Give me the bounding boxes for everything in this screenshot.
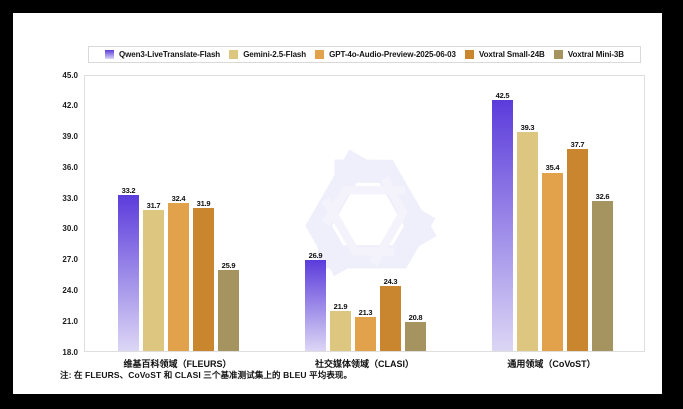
bar: [218, 269, 239, 351]
bar: [542, 172, 563, 351]
y-axis-tick: 30.0: [62, 224, 78, 234]
y-axis-tick: 33.0: [62, 193, 78, 203]
x-axis-category-label: 社交媒体领域（CLASI）: [314, 359, 414, 369]
legend-item-1: Gemini-2.5-Flash: [229, 50, 306, 59]
bar-value-label: 31.7: [146, 201, 161, 211]
legend-label: GPT-4o-Audio-Preview-2025-06-03: [329, 50, 456, 59]
bar: [330, 311, 351, 351]
y-axis-tick: 27.0: [62, 255, 78, 265]
y-axis-tick: 24.0: [62, 285, 78, 295]
legend-swatch-icon: [464, 50, 474, 59]
legend-label: Voxtral Mini-3B: [567, 50, 624, 59]
bar-value-label: 32.6: [595, 192, 610, 202]
y-axis-tick: 39.0: [62, 132, 78, 142]
bar-value-label: 24.3: [383, 277, 398, 287]
bar: [380, 286, 401, 351]
bar: [355, 317, 376, 351]
legend-swatch-icon: [553, 50, 563, 59]
legend: Qwen3-LiveTranslate-Flash Gemini-2.5-Flas…: [88, 46, 641, 63]
y-axis-tick: 36.0: [62, 162, 78, 172]
legend-swatch-icon: [105, 50, 114, 59]
bar-value-label: 20.8: [408, 313, 423, 323]
bar: [193, 208, 214, 351]
plot-wrap: 33.2 31.7 32.4 31.9 25.9 26.9 21.9 21.3 24.3 20.8…: [13, 13, 662, 394]
y-axis-tick: 45.0: [62, 70, 78, 80]
bar-value-label: 25.9: [221, 260, 236, 270]
bar-value-label: 39.3: [520, 123, 535, 133]
bar-value-label: 33.2: [121, 186, 136, 196]
x-axis-category-label: 维基百科领域（FLEURS）: [123, 359, 232, 369]
legend-item-4: Voxtral Mini-3B: [553, 50, 624, 59]
legend-label: Gemini-2.5-Flash: [243, 50, 307, 59]
y-axis-tick: 42.0: [62, 101, 78, 111]
footnote: 注: 在 FLEURS、CoVoST 和 CLASI 三个基准测试集上的 BLE…: [60, 370, 353, 380]
plot-area: 33.2 31.7 32.4 31.9 25.9 26.9 21.9 21.3 24.3 20.8…: [84, 75, 645, 352]
bar: [517, 132, 538, 351]
y-axis-tick: 18.0: [62, 347, 78, 357]
bar-value-label: 32.4: [171, 194, 186, 204]
bar: [168, 203, 189, 351]
legend-swatch-icon: [315, 50, 325, 59]
chart-canvas: Qwen3-LiveTranslate-Flash Gemini-2.5-Flas…: [13, 13, 662, 394]
bar-value-label: 42.5: [495, 90, 510, 100]
x-axis-category-label: 通用领域（CoVoST）: [507, 359, 596, 369]
bar-value-label: 35.4: [545, 163, 560, 173]
legend-item-2: GPT-4o-Audio-Preview-2025-06-03: [315, 50, 456, 59]
bar-value-label: 26.9: [308, 250, 323, 260]
bar: [492, 99, 513, 351]
legend-label: Qwen3-LiveTranslate-Flash: [119, 50, 221, 59]
bar: [118, 195, 139, 351]
bar: [305, 259, 326, 351]
legend-swatch-icon: [229, 50, 239, 59]
bar: [143, 210, 164, 351]
bar: [567, 148, 588, 351]
bar: [592, 201, 613, 351]
y-axis-tick: 21.0: [62, 316, 78, 326]
legend-item-3: Voxtral Small-24B: [464, 50, 545, 59]
bar-value-label: 31.9: [196, 199, 211, 209]
legend-label: Voxtral Small-24B: [478, 50, 545, 59]
legend-item-0: Qwen3-LiveTranslate-Flash: [105, 50, 220, 59]
bar-value-label: 37.7: [570, 139, 585, 149]
bar: [405, 322, 426, 351]
bar-value-label: 21.9: [333, 301, 348, 311]
bar-value-label: 21.3: [358, 308, 373, 318]
